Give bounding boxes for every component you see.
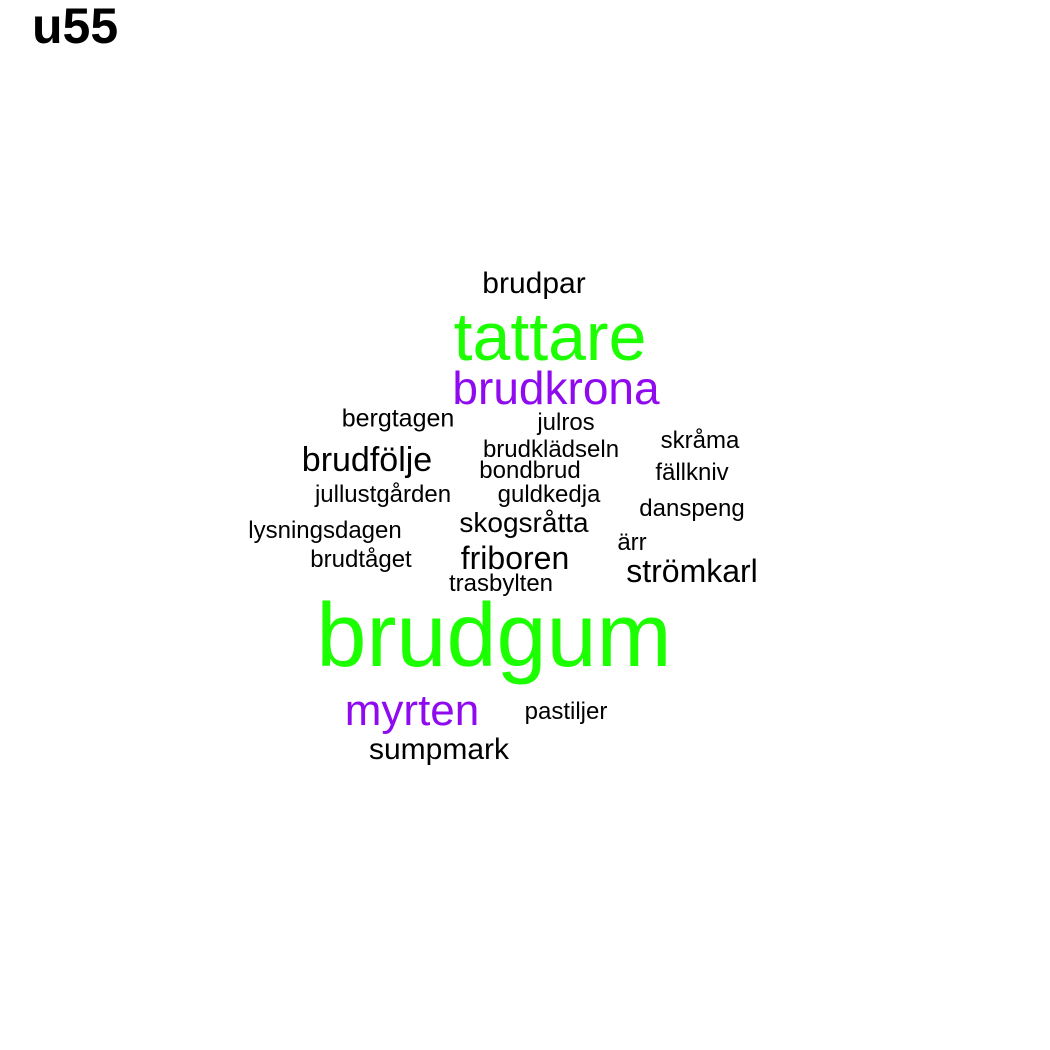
word-pastiljer: pastiljer — [524, 698, 608, 725]
word-trasbylten: trasbylten — [448, 570, 554, 597]
word-lysningsdagen: lysningsdagen — [248, 517, 402, 544]
word-myrten: myrten — [344, 686, 480, 735]
word-jullustgården: jullustgården — [314, 481, 452, 508]
word-skogsråtta: skogsråtta — [459, 507, 589, 538]
word-guldkedja: guldkedja — [497, 481, 601, 508]
word-bondbrud: bondbrud — [479, 457, 581, 484]
word-fällkniv: fällkniv — [655, 459, 729, 486]
word-ärr: ärr — [617, 529, 647, 556]
word-brudgum: brudgum — [316, 586, 672, 686]
word-tattare: tattare — [453, 299, 647, 375]
word-bergtagen: bergtagen — [341, 404, 455, 433]
word-brudklädseln: brudklädseln — [482, 436, 620, 463]
word-julros: julros — [537, 409, 595, 436]
word-strömkarl: strömkarl — [626, 553, 758, 589]
word-brudpar: brudpar — [482, 267, 586, 300]
word-skråma: skråma — [660, 427, 740, 454]
chart-title: u55 — [32, 0, 119, 54]
word-friboren: friboren — [460, 540, 570, 576]
word-brudkrona: brudkrona — [452, 362, 660, 414]
word-brudfölje: brudfölje — [301, 441, 433, 479]
word-sumpmark: sumpmark — [368, 733, 510, 766]
word-danspeng: danspeng — [639, 495, 745, 522]
word-brudtåget: brudtåget — [310, 546, 412, 573]
